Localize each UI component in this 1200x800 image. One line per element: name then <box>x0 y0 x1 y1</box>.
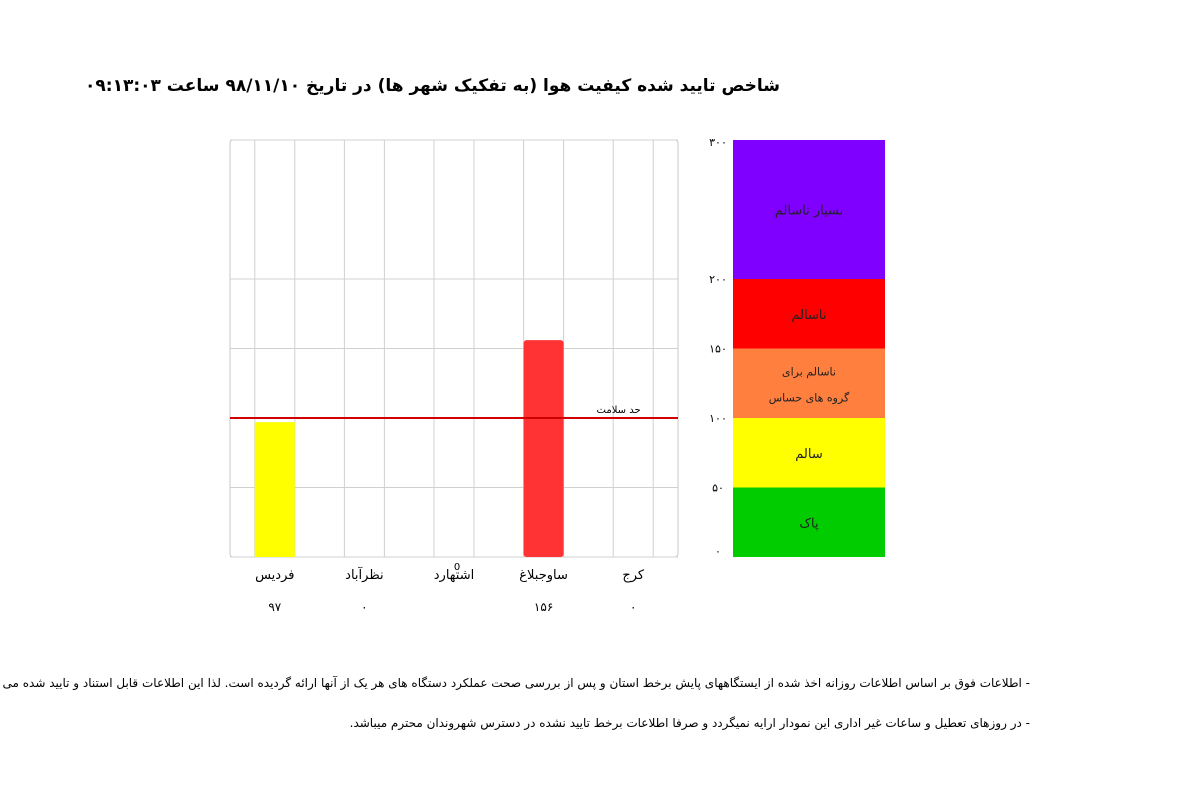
scale-tick-label: ۳۰۰ <box>709 136 727 149</box>
category-label: ساوجبلاغ <box>519 568 568 583</box>
note-line-1: - اطلاعات فوق بر اساس اطلاعات روزانه اخذ… <box>0 676 1030 690</box>
scale-band-label: گروه های حساس <box>769 391 850 404</box>
scale-band <box>733 279 885 349</box>
category-label: نظرآباد <box>345 566 383 583</box>
scale-band-label: پاک <box>799 516 819 531</box>
value-label: ۰ <box>630 600 636 614</box>
scale-band-label: بسیار ناسالم <box>775 204 844 219</box>
scale-band <box>733 348 885 418</box>
scale-tick-label: ۱۵۰ <box>709 343 727 356</box>
reference-line-label: حد سلامت <box>597 405 641 416</box>
note-line-2: - در روزهای تعطیل و ساعات غیر اداری این … <box>349 716 1030 730</box>
value-label: ۰ <box>361 600 367 614</box>
scale-tick-label: ۰ <box>715 545 721 558</box>
value-label: ۹۷ <box>268 600 281 614</box>
scale-band <box>733 140 885 279</box>
scale-tick-label: ۲۰۰ <box>709 273 727 286</box>
category-label: اشتهارد <box>434 568 474 583</box>
bar <box>523 340 564 557</box>
extra-label: 0 <box>454 562 460 573</box>
page-title: شاخص تایید شده کیفیت هوا (به تفکیک شهر ه… <box>85 76 780 96</box>
scale-band <box>733 418 885 488</box>
scale-tick-label: ۱۰۰ <box>709 412 727 425</box>
scale-band-label: ناسالم برای <box>782 365 836 378</box>
category-label: کرج <box>622 568 645 583</box>
bar <box>254 422 295 557</box>
scale-band-label: ناسالم <box>791 308 826 323</box>
scale-band-label: سالم <box>795 447 822 462</box>
category-label: فردیس <box>255 568 294 583</box>
scale-tick-label: ۵۰ <box>712 482 724 495</box>
scale-band <box>733 487 885 557</box>
value-label: ۱۵۶ <box>534 600 553 614</box>
